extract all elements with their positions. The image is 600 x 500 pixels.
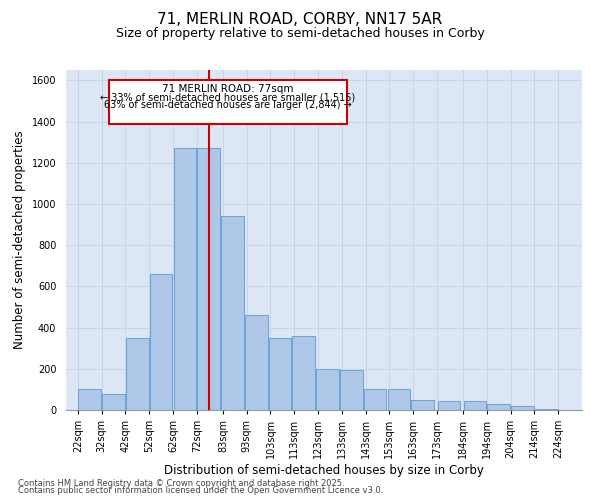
- Text: Contains public sector information licensed under the Open Government Licence v3: Contains public sector information licen…: [18, 486, 383, 495]
- Text: 71, MERLIN ROAD, CORBY, NN17 5AR: 71, MERLIN ROAD, CORBY, NN17 5AR: [157, 12, 443, 28]
- Bar: [388, 390, 410, 410]
- Text: Contains HM Land Registry data © Crown copyright and database right 2025.: Contains HM Land Registry data © Crown c…: [18, 478, 344, 488]
- Text: 63% of semi-detached houses are larger (2,844) →: 63% of semi-detached houses are larger (…: [104, 100, 352, 110]
- Bar: [221, 216, 244, 410]
- Text: 71 MERLIN ROAD: 77sqm: 71 MERLIN ROAD: 77sqm: [162, 84, 293, 94]
- Text: Size of property relative to semi-detached houses in Corby: Size of property relative to semi-detach…: [116, 28, 484, 40]
- Bar: [173, 148, 196, 410]
- Bar: [79, 390, 101, 410]
- Text: ← 33% of semi-detached houses are smaller (1,515): ← 33% of semi-detached houses are smalle…: [100, 92, 355, 102]
- Bar: [487, 404, 510, 410]
- Bar: [245, 315, 268, 410]
- Bar: [197, 148, 220, 410]
- Bar: [437, 400, 460, 410]
- X-axis label: Distribution of semi-detached houses by size in Corby: Distribution of semi-detached houses by …: [164, 464, 484, 477]
- Bar: [102, 394, 125, 410]
- Bar: [269, 338, 292, 410]
- Bar: [535, 409, 557, 410]
- Bar: [364, 390, 386, 410]
- FancyBboxPatch shape: [109, 80, 347, 124]
- Bar: [150, 274, 172, 410]
- Bar: [511, 406, 534, 410]
- Bar: [292, 336, 315, 410]
- Y-axis label: Number of semi-detached properties: Number of semi-detached properties: [13, 130, 26, 350]
- Bar: [340, 370, 362, 410]
- Bar: [126, 338, 149, 410]
- Bar: [464, 400, 486, 410]
- Bar: [316, 369, 339, 410]
- Bar: [412, 400, 434, 410]
